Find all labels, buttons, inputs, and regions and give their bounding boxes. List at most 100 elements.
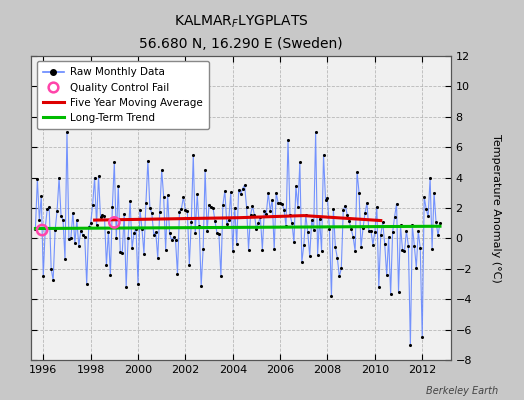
Point: [303, 229, 312, 235]
Point: [201, 167, 209, 173]
Point: [359, 225, 367, 232]
Point: [77, 227, 85, 234]
Point: [179, 194, 188, 200]
Point: [428, 246, 436, 252]
Point: [280, 207, 288, 213]
Point: [400, 248, 409, 254]
Point: [225, 216, 233, 223]
Point: [138, 226, 146, 232]
Point: [274, 200, 282, 206]
Point: [118, 250, 126, 257]
Point: [49, 277, 57, 284]
Point: [158, 167, 166, 173]
Point: [270, 246, 278, 253]
Point: [398, 246, 407, 253]
Point: [61, 256, 69, 262]
Point: [414, 228, 422, 234]
Point: [63, 129, 71, 135]
Point: [35, 216, 43, 223]
Point: [45, 204, 53, 211]
Point: [126, 198, 134, 205]
Point: [238, 186, 247, 192]
Point: [369, 241, 377, 248]
Point: [319, 152, 328, 158]
Point: [333, 255, 342, 261]
Point: [288, 220, 296, 226]
Point: [361, 210, 369, 216]
Point: [148, 210, 156, 217]
Point: [124, 234, 133, 241]
Point: [71, 240, 79, 246]
Point: [130, 230, 138, 236]
Point: [203, 228, 211, 234]
Point: [272, 190, 280, 196]
Point: [408, 222, 417, 228]
Point: [43, 206, 51, 212]
Point: [167, 237, 176, 243]
Point: [31, 226, 40, 233]
Point: [424, 213, 432, 220]
Point: [388, 229, 397, 236]
Point: [351, 248, 359, 254]
Point: [189, 152, 198, 158]
Point: [110, 159, 118, 166]
Point: [410, 242, 419, 249]
Point: [347, 226, 355, 232]
Point: [219, 202, 227, 208]
Point: [217, 273, 225, 280]
Point: [84, 224, 93, 230]
Point: [308, 217, 316, 223]
Point: [345, 218, 353, 225]
Point: [284, 136, 292, 143]
Point: [236, 191, 245, 197]
Point: [79, 232, 87, 238]
Point: [173, 271, 182, 277]
Point: [81, 234, 89, 240]
Point: [355, 190, 363, 196]
Point: [122, 284, 130, 290]
Point: [161, 247, 170, 253]
Point: [282, 223, 290, 230]
Point: [323, 195, 332, 201]
Point: [418, 334, 427, 340]
Point: [156, 209, 164, 215]
Point: [177, 205, 185, 212]
Point: [378, 219, 387, 226]
Point: [264, 190, 272, 196]
Point: [404, 243, 412, 249]
Point: [163, 192, 172, 198]
Point: [82, 281, 91, 287]
Point: [385, 234, 393, 240]
Point: [375, 284, 383, 290]
Point: [276, 200, 285, 206]
Point: [104, 229, 113, 235]
Point: [310, 227, 318, 233]
Point: [258, 246, 267, 253]
Point: [183, 208, 192, 214]
Point: [100, 213, 108, 220]
Point: [38, 227, 46, 233]
Point: [383, 272, 391, 279]
Point: [96, 214, 105, 220]
Point: [211, 218, 219, 224]
Point: [293, 204, 302, 210]
Point: [228, 248, 237, 254]
Point: [296, 159, 304, 166]
Point: [339, 207, 347, 213]
Y-axis label: Temperature Anomaly (°C): Temperature Anomaly (°C): [492, 134, 501, 282]
Point: [370, 229, 379, 235]
Point: [353, 169, 361, 176]
Point: [386, 291, 395, 298]
Point: [226, 189, 235, 196]
Point: [89, 202, 97, 208]
Point: [150, 232, 158, 238]
Point: [106, 272, 115, 278]
Point: [373, 203, 381, 210]
Point: [209, 204, 217, 211]
Point: [99, 212, 107, 218]
Point: [215, 231, 223, 238]
Point: [141, 200, 150, 206]
Point: [305, 253, 314, 260]
Point: [436, 220, 444, 226]
Point: [154, 255, 162, 261]
